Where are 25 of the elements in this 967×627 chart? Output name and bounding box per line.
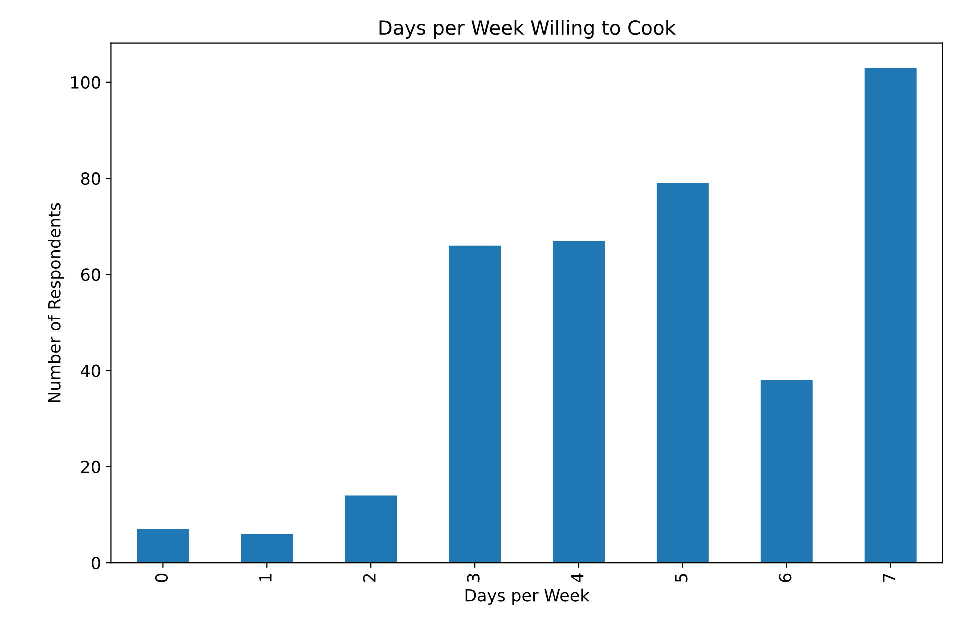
bar bbox=[864, 68, 917, 564]
y-tick-label: 100 bbox=[72, 76, 100, 89]
x-tick-label: 0 bbox=[155, 574, 168, 582]
y-tick-label: 80 bbox=[81, 172, 100, 186]
x-tick-label: 5 bbox=[675, 574, 688, 582]
y-tick-label: 20 bbox=[81, 460, 100, 474]
x-tick-label: 1 bbox=[260, 574, 272, 582]
bar bbox=[137, 529, 190, 564]
x-tick-label: 4 bbox=[571, 574, 584, 583]
chart-title: Days per Week Willing to Cook bbox=[380, 20, 676, 39]
x-tick-label: 7 bbox=[883, 574, 896, 582]
bar bbox=[241, 534, 294, 564]
x-tick-label: 2 bbox=[363, 574, 376, 582]
bar bbox=[760, 380, 813, 564]
x-tick-label: 6 bbox=[779, 574, 792, 582]
x-tick-label: 3 bbox=[467, 574, 480, 582]
y-tick-label: 0 bbox=[92, 557, 100, 570]
x-axis-title: Days per Week bbox=[466, 588, 590, 606]
y-tick-label: 60 bbox=[81, 268, 100, 282]
bar bbox=[553, 241, 605, 564]
y-tick-label: 40 bbox=[81, 364, 100, 378]
bar bbox=[656, 183, 709, 564]
bar bbox=[449, 246, 502, 564]
y-axis-title: Number of Respondents bbox=[48, 203, 64, 402]
bar bbox=[345, 496, 398, 564]
